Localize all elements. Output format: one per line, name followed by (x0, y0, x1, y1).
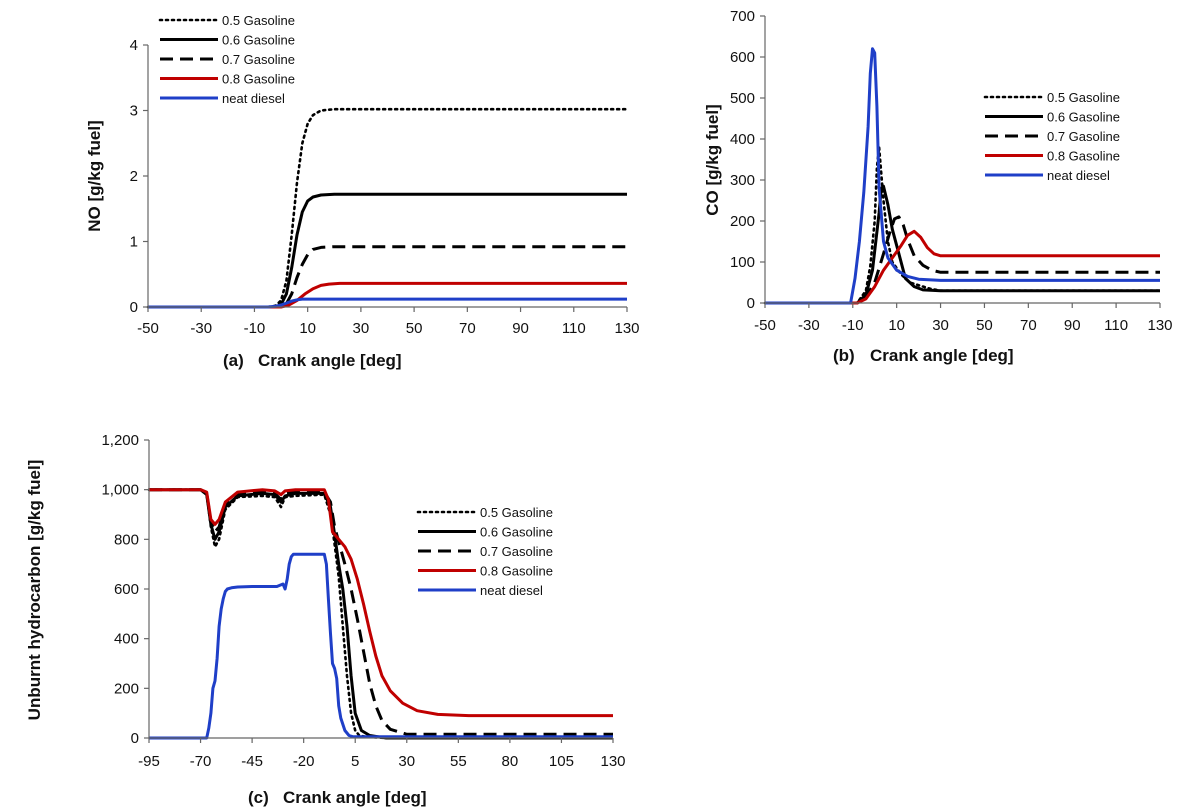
panel-b-y-tick-label: 200 (730, 213, 755, 230)
panel-c-y-tick-label: 800 (114, 531, 139, 548)
panel-a-x-tick-label: 50 (406, 320, 423, 337)
panel-b-y-tick-label: 400 (730, 131, 755, 148)
panel-b-series-0-5-gasoline (763, 145, 1162, 305)
panel-c-y-axis-label: Unburnt hydrocarbon [g/kg fuel] (25, 460, 44, 721)
panel-b-x-tick-label: 110 (1104, 317, 1128, 334)
panel-a-y-tick-label: 4 (130, 37, 138, 54)
panel-a-x-tick-label: -50 (137, 320, 159, 337)
panel-c-series-neat-diesel (149, 552, 613, 740)
panel-b-x-tick-label: 70 (1020, 317, 1037, 334)
panel-b-x-tick-label: 130 (1147, 317, 1172, 334)
panel-c-x-axis-label: Crank angle [deg] (283, 788, 427, 807)
panel-a-legend: 0.5 Gasoline 0.6 Gasoline 0.7 Gasoline 0.8 … (158, 13, 295, 106)
panel-b-series-0-8-gasoline (765, 229, 1160, 305)
panel-a-y-tick-label: 2 (130, 168, 138, 185)
panel-a-x-tick-label: 10 (299, 320, 316, 337)
panel-c-x-tick-label: -95 (138, 753, 160, 770)
legend-label: neat diesel (480, 583, 543, 598)
legend-label: 0.8 Gasoline (1047, 149, 1120, 164)
panel-b-y-tick-label: 0 (747, 295, 755, 312)
panel-b-legend: 0.5 Gasoline 0.6 Gasoline 0.7 Gasoline 0.8 … (983, 90, 1120, 183)
legend-label: 0.5 Gasoline (480, 505, 553, 520)
panel-c-series-0-5-gasoline (147, 488, 615, 740)
panel-c-x-tick-label: 130 (600, 753, 625, 770)
panel-b-label: (b) (833, 346, 855, 365)
panel-c-y-tick-label: 0 (131, 730, 139, 747)
panel-c-x-tick-label: -45 (241, 753, 263, 770)
panel-a-y-axis-label: NO [g/kg fuel] (85, 120, 104, 231)
legend-label: 0.6 Gasoline (1047, 110, 1120, 125)
legend-label: 0.8 Gasoline (222, 72, 295, 87)
panel-c-series-0-7-gasoline (149, 488, 613, 736)
panel-a-x-tick-label: 90 (512, 320, 529, 337)
panel-b-x-tick-label: 50 (976, 317, 993, 334)
panel-c-label: (c) (248, 788, 269, 807)
panel-b-y-tick-label: 600 (730, 49, 755, 66)
panel-c-x-tick-label: 80 (502, 753, 519, 770)
legend-label: neat diesel (1047, 168, 1110, 183)
panel-b-series-0-7-gasoline (765, 215, 1160, 305)
panel-c-y-tick-label: 200 (114, 680, 139, 697)
panel-a-series-0-7-gasoline (148, 245, 627, 309)
legend-label: 0.8 Gasoline (480, 564, 553, 579)
legend-label: 0.5 Gasoline (222, 13, 295, 28)
panel-b-series-0-6-gasoline (765, 184, 1160, 305)
legend-label: 0.7 Gasoline (1047, 129, 1120, 144)
panel-b-co-chart: -50 -30 -10 10 30 50 70 90 110 130 0 100 200 300 400 5… (703, 8, 1173, 365)
panel-b-x-tick-label: -10 (842, 317, 864, 334)
panel-b-x-tick-label: 90 (1064, 317, 1081, 334)
panel-c-y-tick-label: 1,200 (101, 432, 139, 449)
legend-label: 0.6 Gasoline (222, 33, 295, 48)
panel-a-x-axis-label: Crank angle [deg] (258, 351, 402, 370)
panel-a-x-tick-label: 30 (353, 320, 370, 337)
panel-c-x-tick-label: -70 (190, 753, 212, 770)
panel-c-x-tick-label: 5 (351, 753, 359, 770)
panel-a-x-tick-label: -30 (190, 320, 212, 337)
panel-a-x-tick-label: 110 (562, 320, 586, 337)
panel-b-x-tick-label: -30 (798, 317, 820, 334)
panel-c-x-tick-label: 30 (398, 753, 415, 770)
panel-a-y-tick-label: 3 (130, 103, 138, 120)
panel-a-x-tick-label: 130 (614, 320, 639, 337)
panel-b-y-tick-label: 500 (730, 90, 755, 107)
panel-a-series-neat-diesel (148, 297, 627, 309)
panel-c-y-tick-label: 1,000 (101, 482, 139, 499)
panel-b-y-tick-label: 100 (730, 254, 755, 271)
panel-a-y-tick-label: 0 (130, 299, 138, 316)
panel-c-y-tick-label: 400 (114, 631, 139, 648)
panel-b-x-axis-label: Crank angle [deg] (870, 346, 1014, 365)
legend-label: neat diesel (222, 91, 285, 106)
legend-label: 0.6 Gasoline (480, 525, 553, 540)
panel-c-x-tick-label: -20 (293, 753, 315, 770)
legend-label: 0.5 Gasoline (1047, 90, 1120, 105)
panel-c-series-0-8-gasoline (149, 488, 613, 718)
panel-b-x-tick-label: -50 (754, 317, 776, 334)
panel-a-x-tick-label: -10 (244, 320, 266, 337)
panel-a-no-chart: -50 -30 -10 10 30 50 70 90 110 130 0 1 2 3 4 NO [g/kg… (85, 13, 640, 370)
legend-label: 0.7 Gasoline (480, 544, 553, 559)
panel-a-series-0-6-gasoline (148, 192, 627, 309)
panel-b-series-neat-diesel (765, 47, 1160, 305)
panel-a-series-0-5-gasoline (146, 107, 629, 309)
panel-b-x-tick-label: 30 (932, 317, 949, 334)
panel-a-x-tick-label: 70 (459, 320, 476, 337)
panel-c-x-tick-label: 55 (450, 753, 467, 770)
panel-c-y-tick-label: 600 (114, 581, 139, 598)
legend-label: 0.7 Gasoline (222, 52, 295, 67)
panel-b-y-axis-label: CO [g/kg fuel] (703, 104, 722, 215)
panel-c-hc-chart: -95 -70 -45 -20 5 30 55 80 105 130 0 200 400 600 800 1… (25, 432, 626, 807)
panel-c-legend: 0.5 Gasoline 0.6 Gasoline 0.7 Gasoline 0.8 … (416, 505, 553, 598)
panel-c-x-tick-label: 105 (549, 753, 574, 770)
panel-a-series-0-8-gasoline (148, 281, 627, 309)
panel-b-y-tick-label: 300 (730, 172, 755, 189)
panel-a-y-tick-label: 1 (130, 234, 138, 251)
panel-a-label: (a) (223, 351, 244, 370)
panel-b-y-tick-label: 700 (730, 8, 755, 25)
panel-b-x-tick-label: 10 (888, 317, 905, 334)
